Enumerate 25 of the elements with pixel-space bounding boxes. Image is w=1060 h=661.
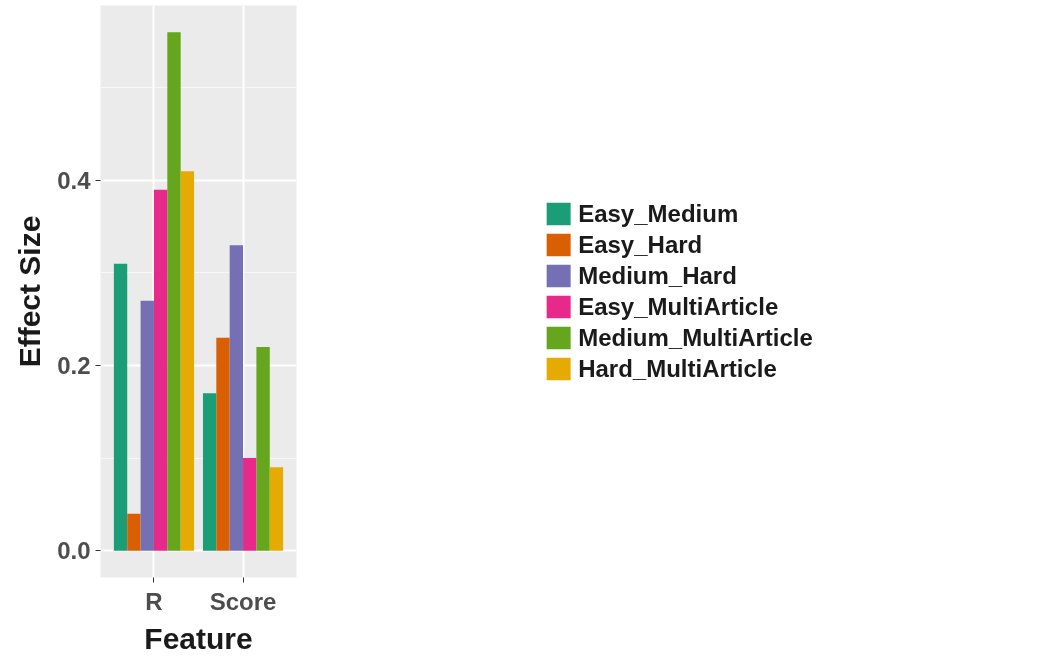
legend-label: Hard_MultiArticle (578, 354, 777, 383)
legend-label: Medium_Hard (578, 261, 737, 290)
x-axis-title: Feature (144, 621, 253, 655)
bar (243, 458, 257, 551)
legend-label: Easy_MultiArticle (578, 292, 779, 321)
bar (113, 263, 128, 551)
legend-label: Medium_MultiArticle (578, 323, 813, 352)
legend-label: Easy_Medium (578, 199, 739, 228)
bar (180, 171, 195, 551)
bar (167, 32, 181, 551)
bar (216, 337, 230, 551)
bar (269, 467, 284, 551)
bar (256, 347, 270, 551)
bar (202, 393, 217, 551)
bar (140, 300, 154, 551)
legend-label: Easy_Hard (578, 230, 703, 259)
y-axis-title: Effect Size (13, 215, 47, 368)
y-tick-label: 0.4 (57, 166, 92, 194)
x-tick-label: R (145, 587, 163, 615)
x-tick-label: Score (209, 587, 277, 615)
y-tick-label: 0.0 (57, 537, 91, 565)
bar (153, 189, 168, 551)
y-tick-label: 0.2 (57, 352, 91, 380)
bar (127, 513, 141, 551)
bar (229, 245, 244, 551)
